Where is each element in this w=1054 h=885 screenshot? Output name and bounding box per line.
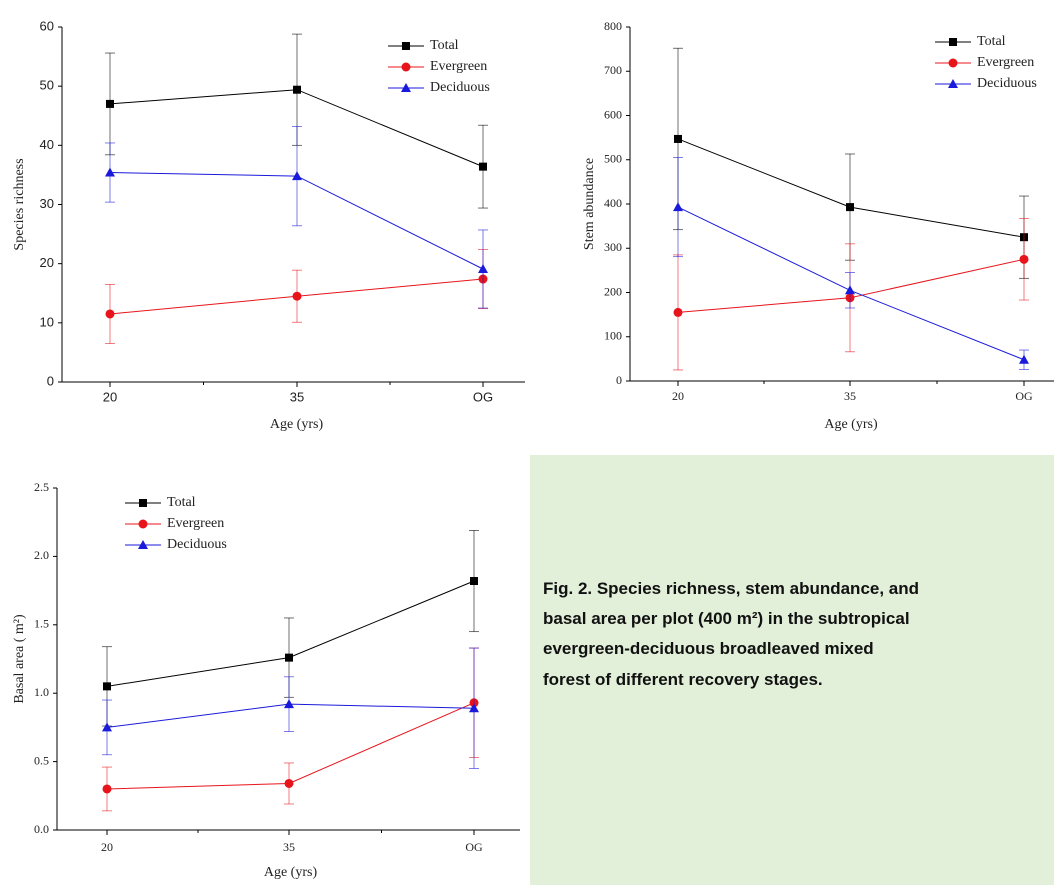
y-tick-label: 0 xyxy=(47,373,54,388)
y-axis-title: Basal area ( m²) xyxy=(12,614,27,704)
legend-marker xyxy=(138,540,148,549)
marker xyxy=(1019,354,1029,364)
legend-label: Deciduous xyxy=(977,76,1037,91)
legend-marker xyxy=(948,79,958,88)
legend-marker xyxy=(949,38,957,46)
marker xyxy=(105,167,115,177)
marker xyxy=(1019,254,1029,264)
y-tick-label: 2.0 xyxy=(34,548,49,562)
y-tick-label: 0 xyxy=(616,373,622,387)
legend-marker xyxy=(401,62,411,72)
y-tick-label: 30 xyxy=(40,196,54,211)
marker xyxy=(285,653,293,662)
series-line xyxy=(677,206,1025,361)
marker xyxy=(674,134,682,143)
marker xyxy=(478,263,488,273)
legend-label: Deciduous xyxy=(167,537,227,552)
y-tick-label: 300 xyxy=(604,240,622,254)
marker xyxy=(470,577,478,586)
marker xyxy=(292,291,302,301)
marker xyxy=(106,99,114,108)
legend-label: Deciduous xyxy=(430,80,490,95)
y-tick-label: 0.5 xyxy=(34,753,49,767)
marker xyxy=(673,307,683,317)
x-tick-label: OG xyxy=(473,389,493,404)
marker xyxy=(102,784,112,794)
caption-box: Fig. 2. Species richness, stem abundance… xyxy=(530,455,1054,885)
marker xyxy=(284,778,294,788)
x-tick-label: 20 xyxy=(101,840,113,854)
series-line xyxy=(109,89,484,168)
x-tick-label: 20 xyxy=(103,389,117,404)
legend-marker xyxy=(401,83,411,92)
caption-line: Fig. 2. Species richness, stem abundance… xyxy=(543,579,920,598)
x-tick-label: 20 xyxy=(672,389,684,403)
x-tick-label: 35 xyxy=(290,389,304,404)
y-tick-label: 0.0 xyxy=(34,822,49,836)
y-tick-label: 500 xyxy=(604,152,622,166)
legend-label: Total xyxy=(167,495,196,510)
marker xyxy=(469,703,479,713)
x-tick-label: 35 xyxy=(283,840,295,854)
marker xyxy=(292,171,302,181)
x-tick-label: OG xyxy=(1015,389,1033,403)
legend-label: Evergreen xyxy=(167,516,224,531)
x-axis-title: Age (yrs) xyxy=(270,417,324,432)
x-axis-title: Age (yrs) xyxy=(264,865,318,880)
y-tick-label: 1.0 xyxy=(34,685,49,699)
caption-line: basal area per plot (400 m²) in the subt… xyxy=(543,609,910,628)
legend-label: Evergreen xyxy=(430,59,487,74)
legend-marker xyxy=(138,519,148,529)
y-tick-label: 100 xyxy=(604,329,622,343)
legend-label: Total xyxy=(977,34,1006,49)
legend-marker xyxy=(402,42,410,50)
y-tick-label: 200 xyxy=(604,284,622,298)
x-axis-title: Age (yrs) xyxy=(824,417,878,432)
marker xyxy=(105,309,115,319)
y-tick-label: 2.5 xyxy=(34,480,49,494)
series-line xyxy=(106,580,475,687)
y-tick-label: 10 xyxy=(40,314,54,329)
y-tick-label: 20 xyxy=(40,255,54,270)
x-tick-label: OG xyxy=(465,840,483,854)
marker xyxy=(102,722,112,732)
y-axis-title: Species richness xyxy=(12,158,27,250)
series-line xyxy=(109,172,484,270)
legend-marker xyxy=(948,58,958,68)
y-tick-label: 800 xyxy=(604,19,622,33)
caption-line: evergreen-deciduous broadleaved mixed xyxy=(543,639,874,658)
series-line xyxy=(106,702,475,790)
marker xyxy=(846,203,854,212)
marker xyxy=(845,285,855,295)
y-axis-title: Stem abundance xyxy=(582,158,597,250)
y-tick-label: 40 xyxy=(40,137,54,152)
series-line xyxy=(677,258,1025,313)
marker xyxy=(103,682,111,691)
marker xyxy=(293,85,301,94)
y-tick-label: 400 xyxy=(604,196,622,210)
y-tick-label: 50 xyxy=(40,78,54,93)
y-tick-label: 700 xyxy=(604,63,622,77)
marker xyxy=(479,162,487,171)
x-tick-label: 35 xyxy=(844,389,856,403)
legend-label: Evergreen xyxy=(977,55,1034,70)
marker xyxy=(284,699,294,709)
y-tick-label: 1.5 xyxy=(34,617,49,631)
legend-marker xyxy=(139,499,147,507)
y-tick-label: 600 xyxy=(604,107,622,121)
marker xyxy=(673,202,683,212)
y-tick-label: 60 xyxy=(40,18,54,33)
legend-label: Total xyxy=(430,38,459,53)
caption-line: forest of different recovery stages. xyxy=(543,670,823,689)
